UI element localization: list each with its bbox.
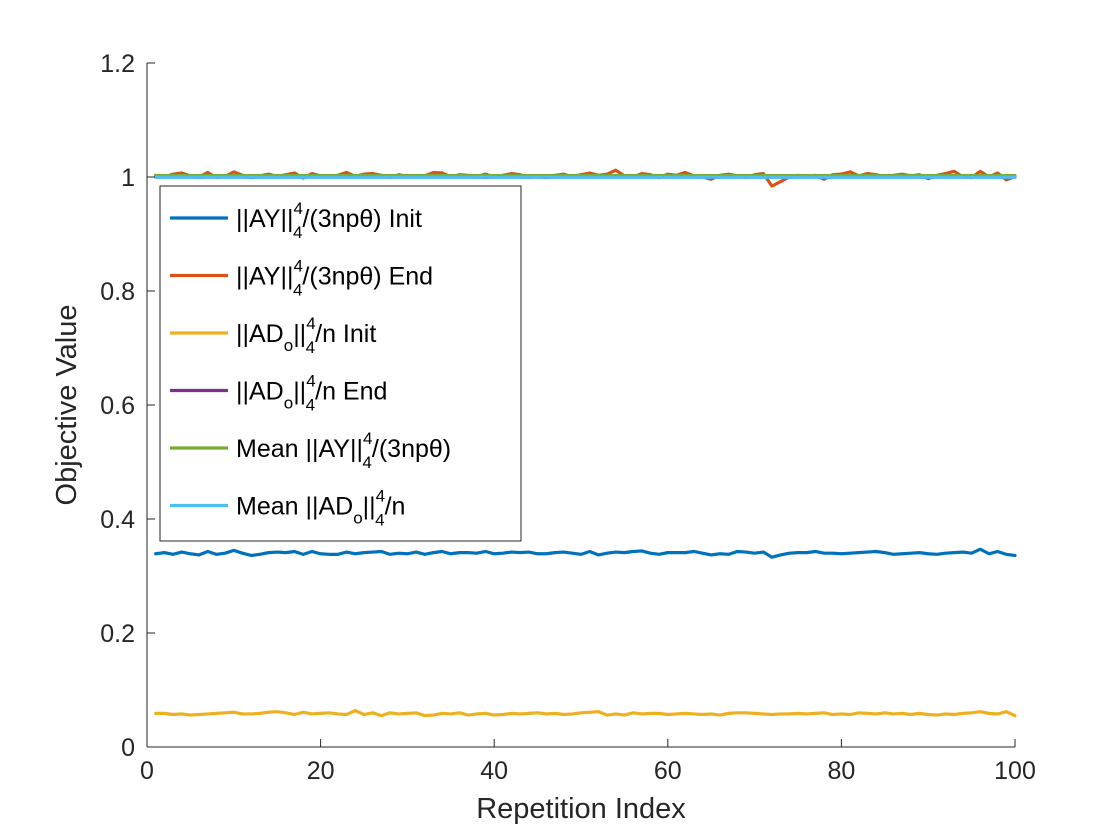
y-tick-label: 0.2	[100, 620, 135, 648]
y-axis-label: Objective Value	[51, 305, 83, 506]
legend-label-3: ||ADo||4 4/n Init	[236, 314, 376, 357]
x-axis-label: Repetition Index	[476, 793, 686, 825]
y-tick-label: 0.6	[100, 392, 135, 420]
y-tick-label: 0	[121, 734, 135, 762]
x-tick-label: 20	[307, 757, 335, 785]
x-tick-label: 40	[480, 757, 508, 785]
x-tick-label: 0	[140, 757, 154, 785]
series-line-1	[154, 547, 1017, 559]
y-tick-label: 1.2	[100, 50, 135, 78]
legend-label-6: Mean ||ADo||4 4/n	[236, 487, 405, 530]
y-tick-label: 0.4	[100, 506, 135, 534]
axes-layer: 0 0.2 0.4 0.6 0.8 1 1.2 0 20 40 60 80 100	[100, 50, 1036, 785]
legend-box	[159, 185, 522, 542]
x-tick-label: 80	[827, 757, 855, 785]
legend-label-4: ||ADo||4 4/n End	[236, 372, 387, 415]
x-tick-label: 100	[994, 757, 1036, 785]
series-layer	[154, 168, 1017, 718]
legend-label-5: Mean ||AY||4 4/(3npθ)	[236, 429, 451, 472]
legend-label-1: ||AY||4 4/(3npθ) Init	[236, 199, 422, 242]
y-tick-label: 0.8	[100, 278, 135, 306]
x-tick-label: 60	[654, 757, 682, 785]
series-line-3	[154, 708, 1017, 718]
legend: ||AY||4 4/(3npθ) Init ||AY||4 4/(3npθ) End |…	[159, 185, 522, 542]
y-tick-label: 1	[121, 164, 135, 192]
legend-label-2: ||AY||4 4/(3npθ) End	[236, 257, 433, 300]
